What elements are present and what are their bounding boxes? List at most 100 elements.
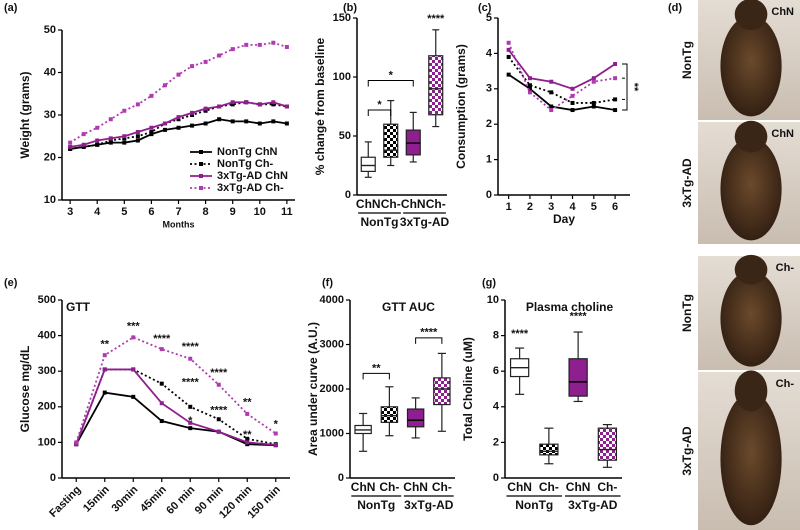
y-axis-label: Glucose mg/dL	[18, 346, 32, 433]
y-tick-label: 2	[486, 118, 492, 130]
x-axis-label: Day	[553, 212, 575, 226]
point	[176, 125, 181, 130]
point	[122, 108, 127, 113]
significance: ****	[427, 13, 445, 25]
significance: ****	[420, 327, 438, 339]
point	[570, 86, 575, 91]
legend-label: NonTg Ch-	[217, 158, 274, 170]
significance: *	[377, 99, 382, 111]
legend-label: 3xTg-AD Ch-	[217, 182, 284, 194]
box	[380, 406, 399, 423]
point	[527, 83, 532, 88]
point	[230, 47, 235, 52]
y-axis-label: Consumption (grams)	[454, 44, 468, 169]
chart-title: GTT AUC	[382, 300, 435, 314]
y-tick-label: 500	[38, 294, 56, 306]
legend-marker	[199, 162, 203, 166]
y-tick-label: 30	[44, 109, 56, 121]
significance: ****	[511, 328, 529, 340]
x-tick-label: 6	[148, 206, 154, 218]
y-tick-label: 150	[333, 12, 351, 24]
point	[74, 440, 79, 445]
point	[176, 115, 181, 120]
point	[245, 411, 250, 416]
point	[230, 102, 235, 107]
y-tick-label: 4	[486, 47, 493, 59]
mouse-head	[734, 254, 768, 285]
x-tick-label: ChN	[351, 480, 376, 494]
mouse-head	[734, 0, 768, 30]
x-tick-label: ChN	[401, 197, 426, 211]
x-tick-label: Ch-	[379, 480, 399, 494]
bracket	[415, 337, 443, 344]
point	[68, 144, 73, 149]
y-tick-label: 0	[50, 472, 56, 484]
point	[271, 40, 276, 45]
mouse-body	[720, 270, 782, 367]
photo-tag: Ch-	[776, 262, 795, 274]
point	[95, 142, 100, 147]
point	[216, 417, 221, 422]
point	[108, 117, 113, 122]
point	[159, 381, 164, 386]
point	[613, 62, 618, 67]
point	[527, 86, 532, 91]
point	[506, 40, 511, 45]
point	[217, 104, 222, 109]
point	[613, 76, 618, 81]
point	[108, 138, 113, 143]
point	[149, 93, 154, 98]
y-tick-label: 4	[493, 401, 500, 413]
mouse-body	[720, 137, 782, 241]
y-axis-label: Weight (grams)	[18, 71, 32, 158]
series-line	[75, 368, 276, 446]
point	[149, 125, 154, 130]
point	[135, 138, 140, 143]
point	[230, 100, 235, 105]
point	[257, 102, 262, 107]
y-tick-label: 0	[345, 189, 351, 201]
x-tick-label: 1	[506, 201, 512, 213]
point	[190, 110, 195, 115]
point	[188, 420, 193, 425]
y-axis-label: Total Choline (uM)	[461, 337, 475, 441]
photo-group: NonTg	[680, 41, 694, 79]
significance: **	[628, 83, 640, 92]
significance: ****	[153, 333, 171, 345]
point	[257, 42, 262, 47]
point	[135, 130, 140, 134]
x-tick-label: ChN	[356, 197, 381, 211]
significance: ****	[210, 367, 228, 379]
point	[68, 147, 73, 151]
y-tick-label: 20	[44, 151, 56, 163]
group-label: 3xTg-AD	[404, 498, 454, 512]
point	[591, 104, 596, 109]
point	[506, 72, 511, 77]
group-label: NonTg	[361, 215, 399, 229]
point	[284, 121, 289, 126]
y-tick-label: 1000	[320, 427, 344, 439]
x-tick-label: 4	[569, 201, 576, 213]
group-label: 3xTg-AD	[568, 498, 618, 512]
point	[108, 136, 113, 141]
point	[102, 390, 107, 395]
photo-group: 3xTg-AD	[680, 426, 694, 476]
x-tick-label: 5	[121, 206, 127, 218]
point	[230, 119, 235, 124]
point	[244, 100, 249, 105]
photo-tag: ChN	[771, 6, 794, 18]
point	[244, 119, 249, 124]
x-tick-label: ChN	[507, 480, 532, 494]
point	[506, 54, 511, 59]
point	[591, 76, 596, 81]
x-tick-label: 9	[230, 206, 236, 218]
bracket	[367, 80, 414, 87]
point	[68, 140, 73, 145]
series-line	[69, 41, 288, 144]
point	[549, 79, 554, 84]
y-tick-label: 100	[38, 436, 56, 448]
x-tick-label: ChN	[403, 480, 428, 494]
point	[216, 382, 221, 387]
x-tick-label: Ch-	[432, 480, 452, 494]
